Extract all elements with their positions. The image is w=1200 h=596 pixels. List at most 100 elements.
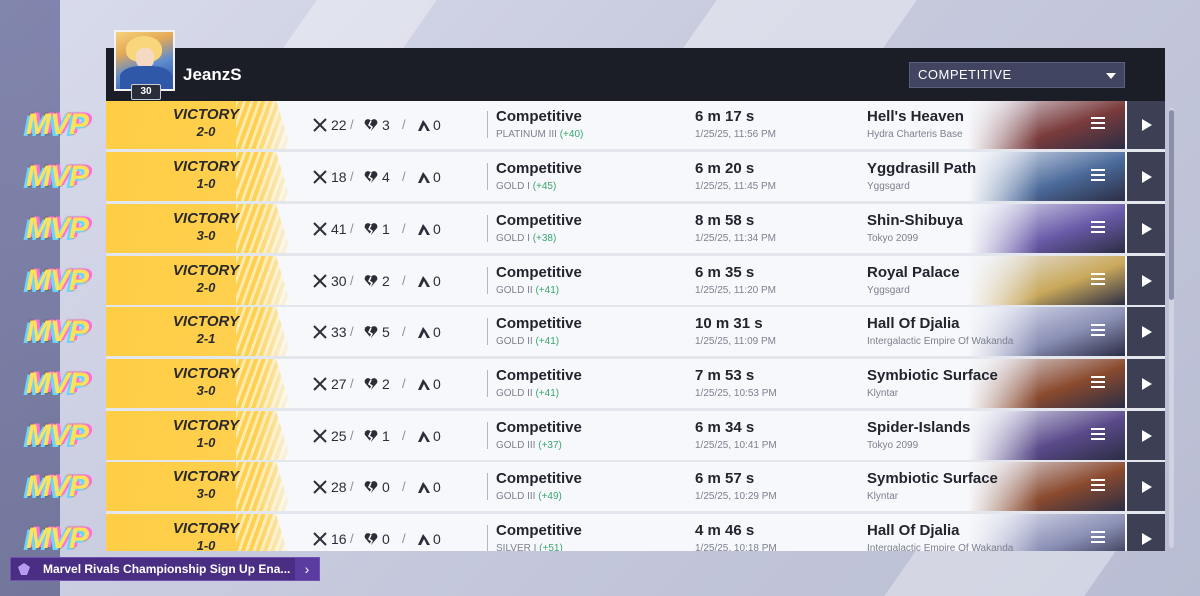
- match-score: 3-0: [196, 486, 216, 501]
- championship-icon: [18, 563, 30, 575]
- rank-info: GOLD I (+45): [496, 181, 556, 192]
- match-row[interactable]: VICTORY 2-1 33 / 5 / 0 Competitive GOLD …: [106, 307, 1165, 356]
- match-timestamp: 1/25/25, 10:53 PM: [695, 388, 777, 399]
- match-result-label: VICTORY: [172, 468, 240, 485]
- match-row[interactable]: VICTORY 1-0 25 / 1 / 0 Competitive GOLD …: [106, 411, 1165, 460]
- deaths-stat: 0: [363, 478, 390, 496]
- menu-icon[interactable]: [1091, 479, 1105, 493]
- match-row[interactable]: VICTORY 3-0 41 / 1 / 0 Competitive GOLD …: [106, 204, 1165, 253]
- menu-icon[interactable]: [1091, 117, 1105, 131]
- rank-info: GOLD II (+41): [496, 336, 559, 347]
- menu-icon[interactable]: [1091, 376, 1105, 390]
- match-result: VICTORY 3-0: [146, 210, 266, 244]
- map-thumbnail: [968, 462, 1125, 511]
- stat-separator: /: [402, 531, 406, 546]
- menu-icon[interactable]: [1091, 169, 1105, 183]
- menu-icon[interactable]: [1091, 428, 1105, 442]
- stat-separator: /: [350, 531, 354, 546]
- stat-separator: /: [402, 324, 406, 339]
- map-region: Tokyo 2099: [867, 440, 919, 451]
- match-row[interactable]: VICTORY 1-0 16 / 0 / 0 Competitive SILVE…: [106, 514, 1165, 551]
- assists-value: 0: [433, 273, 441, 289]
- scrollbar-track[interactable]: [1169, 108, 1174, 548]
- match-duration: 10 m 31 s: [695, 315, 763, 332]
- player-level-badge: 30: [131, 84, 161, 100]
- match-timestamp: 1/25/25, 11:34 PM: [695, 233, 776, 244]
- play-replay-button[interactable]: [1127, 359, 1165, 408]
- notification-banner[interactable]: Marvel Rivals Championship Sign Up Ena..…: [10, 557, 320, 581]
- map-region: Hydra Charteris Base: [867, 129, 963, 140]
- deaths-stat: 0: [363, 530, 390, 548]
- deaths-value: 0: [382, 479, 390, 495]
- stat-separator: /: [350, 479, 354, 494]
- match-row[interactable]: VICTORY 3-0 28 / 0 / 0 Competitive GOLD …: [106, 462, 1165, 511]
- match-row[interactable]: VICTORY 1-0 18 / 4 / 0 Competitive GOLD …: [106, 152, 1165, 201]
- rank-delta: (+40): [559, 129, 584, 140]
- rank-delta: (+51): [539, 543, 563, 551]
- column-divider: [487, 473, 488, 500]
- map-name: Symbiotic Surface: [867, 470, 998, 487]
- match-row[interactable]: VICTORY 3-0 27 / 2 / 0 Competitive GOLD …: [106, 359, 1165, 408]
- broken-heart-icon: [364, 533, 378, 546]
- menu-icon[interactable]: [1091, 324, 1105, 338]
- play-replay-button[interactable]: [1127, 462, 1165, 511]
- match-score: 1-0: [196, 176, 216, 191]
- play-replay-button[interactable]: [1127, 411, 1165, 460]
- match-outcome-banner: VICTORY 3-0: [106, 204, 291, 253]
- match-result-label: VICTORY: [172, 106, 240, 123]
- match-score: 2-0: [196, 124, 216, 139]
- hands-icon: [418, 327, 430, 338]
- mvp-badge: MVP: [26, 108, 89, 141]
- match-row[interactable]: VICTORY 2-0 30 / 2 / 0 Competitive GOLD …: [106, 256, 1165, 305]
- menu-icon[interactable]: [1091, 531, 1105, 545]
- deaths-stat: 3: [363, 116, 390, 134]
- player-avatar[interactable]: [114, 30, 175, 91]
- column-divider: [487, 267, 488, 294]
- rank-delta: (+38): [532, 233, 557, 244]
- play-replay-button[interactable]: [1127, 514, 1165, 551]
- match-result: VICTORY 1-0: [146, 520, 266, 551]
- play-replay-button[interactable]: [1127, 204, 1165, 253]
- match-timestamp: 1/25/25, 10:41 PM: [695, 440, 777, 451]
- rank-tier: GOLD III: [496, 491, 536, 502]
- rank-info: GOLD III (+49): [496, 491, 562, 502]
- rank-tier: GOLD II: [496, 388, 533, 399]
- map-thumbnail: [968, 307, 1125, 356]
- menu-icon[interactable]: [1091, 221, 1105, 235]
- broken-heart-icon: [364, 430, 378, 443]
- deaths-value: 2: [382, 273, 390, 289]
- crossed-swords-icon: [313, 532, 327, 546]
- deaths-stat: 1: [363, 427, 390, 445]
- menu-icon[interactable]: [1091, 273, 1105, 287]
- map-region: Klyntar: [867, 388, 899, 399]
- match-row[interactable]: VICTORY 2-0 22 / 3 / 0 Competitive PLATI…: [106, 101, 1165, 149]
- scrollbar-thumb[interactable]: [1169, 110, 1174, 300]
- map-thumbnail: [968, 152, 1125, 201]
- stat-separator: /: [350, 428, 354, 443]
- match-result: VICTORY 3-0: [146, 468, 266, 502]
- map-thumbnail: [968, 256, 1125, 305]
- column-divider: [487, 370, 488, 397]
- match-score: 2-1: [196, 331, 216, 346]
- play-replay-button[interactable]: [1127, 307, 1165, 356]
- avatar-face: [136, 48, 154, 68]
- match-history-list[interactable]: VICTORY 2-0 22 / 3 / 0 Competitive PLATI…: [106, 101, 1165, 551]
- deaths-value: 0: [382, 531, 390, 547]
- rank-info: PLATINUM III (+40): [496, 129, 583, 140]
- kills-stat: 33: [312, 323, 347, 341]
- play-replay-button[interactable]: [1127, 256, 1165, 305]
- match-outcome-banner: VICTORY 1-0: [106, 411, 291, 460]
- mode-filter-dropdown[interactable]: COMPETITIVE: [909, 62, 1125, 88]
- play-replay-button[interactable]: [1127, 152, 1165, 201]
- assists-value: 0: [433, 428, 441, 444]
- stat-separator: /: [402, 479, 406, 494]
- play-replay-button[interactable]: [1127, 101, 1165, 149]
- chevron-down-icon: [1106, 73, 1116, 79]
- column-divider: [487, 525, 488, 551]
- rank-tier: GOLD I: [496, 181, 530, 192]
- left-background-strip: [0, 0, 60, 596]
- kills-stat: 28: [312, 478, 347, 496]
- stat-separator: /: [402, 376, 406, 391]
- chevron-right-icon[interactable]: ›: [295, 558, 319, 580]
- kills-value: 41: [331, 221, 347, 237]
